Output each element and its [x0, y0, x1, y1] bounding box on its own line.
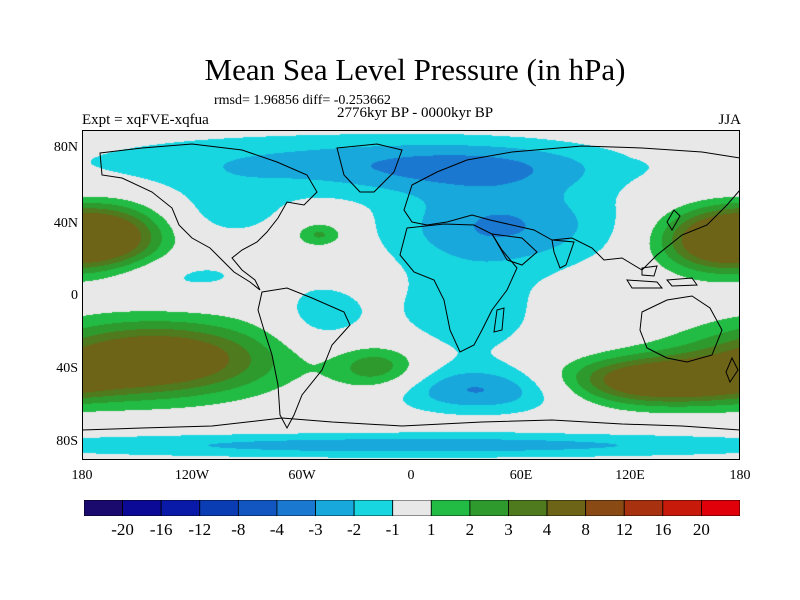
pressure-field — [82, 130, 740, 460]
colorbar-swatch — [237, 500, 278, 516]
colorbar-label: -12 — [188, 520, 212, 539]
colorbar — [84, 500, 740, 516]
coast-antarctica — [82, 417, 740, 431]
colorbar-swatch — [84, 500, 123, 516]
colorbar-label: 20 — [692, 520, 710, 539]
colorbar-label: 16 — [654, 520, 672, 539]
coast-australia — [639, 295, 723, 363]
coast-eurasia — [403, 145, 740, 271]
coast-indonesia — [626, 265, 698, 289]
colorbar-swatch — [546, 500, 587, 516]
colorbar-label: -2 — [347, 520, 362, 539]
colorbar-swatch — [508, 500, 548, 516]
lat-tick-0: 0 — [71, 288, 78, 303]
coast-north-america — [99, 143, 318, 291]
colorbar-swatch — [199, 500, 239, 516]
coast-india — [551, 239, 575, 269]
lat-tick-40s: 40S — [56, 361, 78, 376]
rmsd-diff-stats: rmsd= 1.96856 diff= -0.253662 — [214, 93, 391, 108]
lat-tick-80s: 80S — [56, 434, 78, 449]
colorbar-label: -4 — [269, 520, 285, 539]
colorbar-label: -8 — [231, 520, 246, 539]
lat-tick-40n: 40N — [53, 216, 78, 231]
colorbar-swatch — [315, 500, 355, 516]
colorbar-label: 8 — [581, 520, 590, 539]
colorbar-label: -20 — [111, 520, 134, 539]
colorbar-label: 4 — [542, 520, 552, 539]
experiment-label: Expt = xqFVE-xqfua — [82, 112, 209, 128]
colorbar-swatch — [623, 500, 664, 516]
coast-arabia — [491, 233, 538, 266]
lon-tick-180w: 180 — [71, 468, 93, 483]
colorbar-label: 2 — [465, 520, 475, 539]
colorbar-swatch — [122, 500, 162, 516]
coast-greenland — [336, 143, 403, 193]
colorbar-label: -1 — [385, 520, 400, 539]
colorbar-swatch — [276, 500, 316, 516]
colorbar-swatch — [430, 500, 471, 516]
lon-tick-120e: 120E — [615, 468, 645, 483]
lat-tick-80n: 80N — [53, 140, 78, 155]
colorbar-swatch — [701, 500, 740, 516]
colorbar-swatch — [160, 500, 201, 516]
colorbar-label: 12 — [615, 520, 633, 539]
coast-new-zealand — [725, 356, 739, 384]
season-label: JJA — [718, 112, 741, 128]
colorbar-swatch — [585, 500, 625, 516]
colorbar-label: -16 — [149, 520, 173, 539]
colorbar-label: -3 — [308, 520, 323, 539]
coast-madagascar — [493, 307, 505, 333]
colorbar-label: 1 — [427, 520, 436, 539]
lon-tick-0: 0 — [407, 468, 415, 483]
map-frame — [82, 130, 740, 460]
lon-tick-120w: 120W — [174, 468, 210, 483]
coast-japan — [666, 209, 681, 231]
colorbar-swatch — [662, 500, 702, 516]
colorbar-label: 3 — [504, 520, 513, 539]
coast-south-america — [257, 287, 351, 430]
map-title: Mean Sea Level Pressure (in hPa) — [204, 52, 626, 87]
coastlines — [82, 143, 740, 431]
coast-africa — [399, 223, 518, 353]
colorbar-swatch — [353, 500, 394, 516]
lon-tick-180e: 180 — [729, 468, 751, 483]
period-label: 2776kyr BP - 0000kyr BP — [336, 105, 494, 121]
lon-tick-60e: 60E — [509, 468, 533, 483]
pressure-map — [82, 130, 740, 460]
colorbar-swatch — [392, 500, 432, 516]
colorbar-swatch — [469, 500, 509, 516]
lon-tick-60w: 60W — [288, 468, 316, 483]
